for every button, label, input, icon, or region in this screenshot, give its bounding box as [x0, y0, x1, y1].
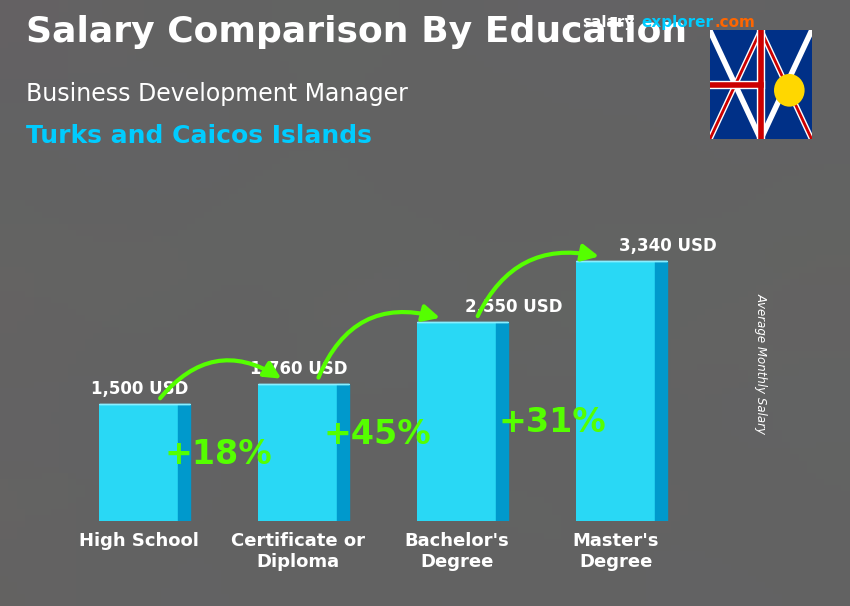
Polygon shape: [496, 322, 508, 521]
Text: explorer: explorer: [642, 15, 714, 30]
Text: salary: salary: [582, 15, 635, 30]
Text: .com: .com: [714, 15, 755, 30]
Polygon shape: [337, 384, 349, 521]
Circle shape: [774, 74, 805, 107]
Bar: [258, 384, 337, 521]
Text: 1,760 USD: 1,760 USD: [250, 360, 348, 378]
Text: +18%: +18%: [164, 438, 272, 470]
Bar: [99, 404, 178, 521]
Text: 1,500 USD: 1,500 USD: [91, 380, 188, 398]
Text: Turks and Caicos Islands: Turks and Caicos Islands: [26, 124, 371, 148]
Bar: [576, 261, 655, 521]
Polygon shape: [655, 261, 667, 521]
Text: Business Development Manager: Business Development Manager: [26, 82, 407, 106]
Text: +31%: +31%: [498, 407, 606, 439]
Text: 2,550 USD: 2,550 USD: [465, 298, 562, 316]
Text: +45%: +45%: [323, 418, 431, 451]
Text: Average Monthly Salary: Average Monthly Salary: [754, 293, 768, 434]
Text: 3,340 USD: 3,340 USD: [619, 237, 717, 255]
Polygon shape: [178, 404, 190, 521]
Text: Salary Comparison By Education: Salary Comparison By Education: [26, 15, 687, 49]
Bar: [416, 322, 496, 521]
